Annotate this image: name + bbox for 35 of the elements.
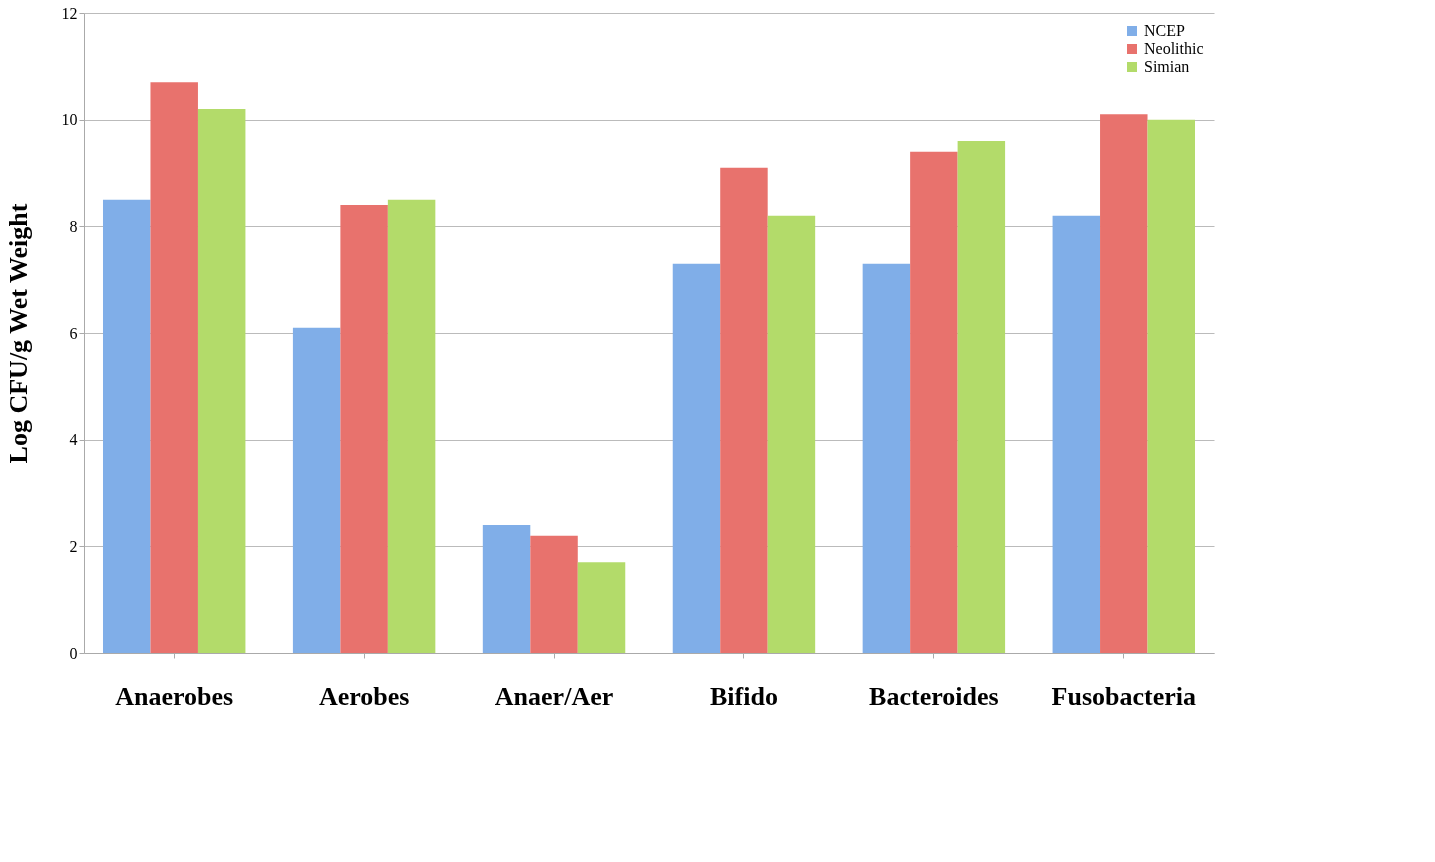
- x-tick-label: Anaerobes: [115, 681, 234, 711]
- x-tick-label: Bifido: [710, 681, 778, 711]
- bar: [150, 82, 198, 653]
- x-tick-label: Bacteroides: [869, 681, 999, 711]
- bar: [387, 199, 436, 653]
- legend-label: NCEP: [1144, 22, 1185, 39]
- y-tick-label: 0: [69, 644, 78, 662]
- bar: [340, 205, 388, 653]
- bar: [530, 535, 578, 653]
- y-tick-label: 8: [69, 217, 78, 235]
- bar: [672, 263, 721, 653]
- bar: [1100, 114, 1148, 653]
- bar: [720, 167, 768, 653]
- bar: [292, 327, 341, 653]
- y-axis-title: Log CFU/g Wet Weight: [3, 203, 33, 464]
- bar: [482, 525, 531, 653]
- bar: [577, 562, 626, 653]
- y-tick-label: 12: [61, 4, 78, 22]
- y-tick-label: 10: [61, 111, 78, 129]
- bar: [1052, 215, 1101, 653]
- legend-label: Simian: [1144, 58, 1190, 75]
- bar: [197, 109, 246, 653]
- y-tick-label: 6: [69, 324, 78, 342]
- legend-label: Neolithic: [1144, 40, 1204, 57]
- bar: [767, 215, 816, 653]
- bar: [862, 263, 911, 653]
- bar: [1147, 119, 1196, 653]
- bar: [957, 141, 1006, 653]
- x-tick-label: Aerobes: [318, 681, 410, 711]
- y-tick-label: 4: [69, 431, 78, 449]
- x-tick-label: Anaer/Aer: [494, 681, 614, 711]
- x-tick-label: Fusobacteria: [1051, 681, 1196, 711]
- bar: [102, 199, 151, 653]
- bar: [910, 151, 958, 653]
- y-tick-label: 2: [69, 537, 78, 555]
